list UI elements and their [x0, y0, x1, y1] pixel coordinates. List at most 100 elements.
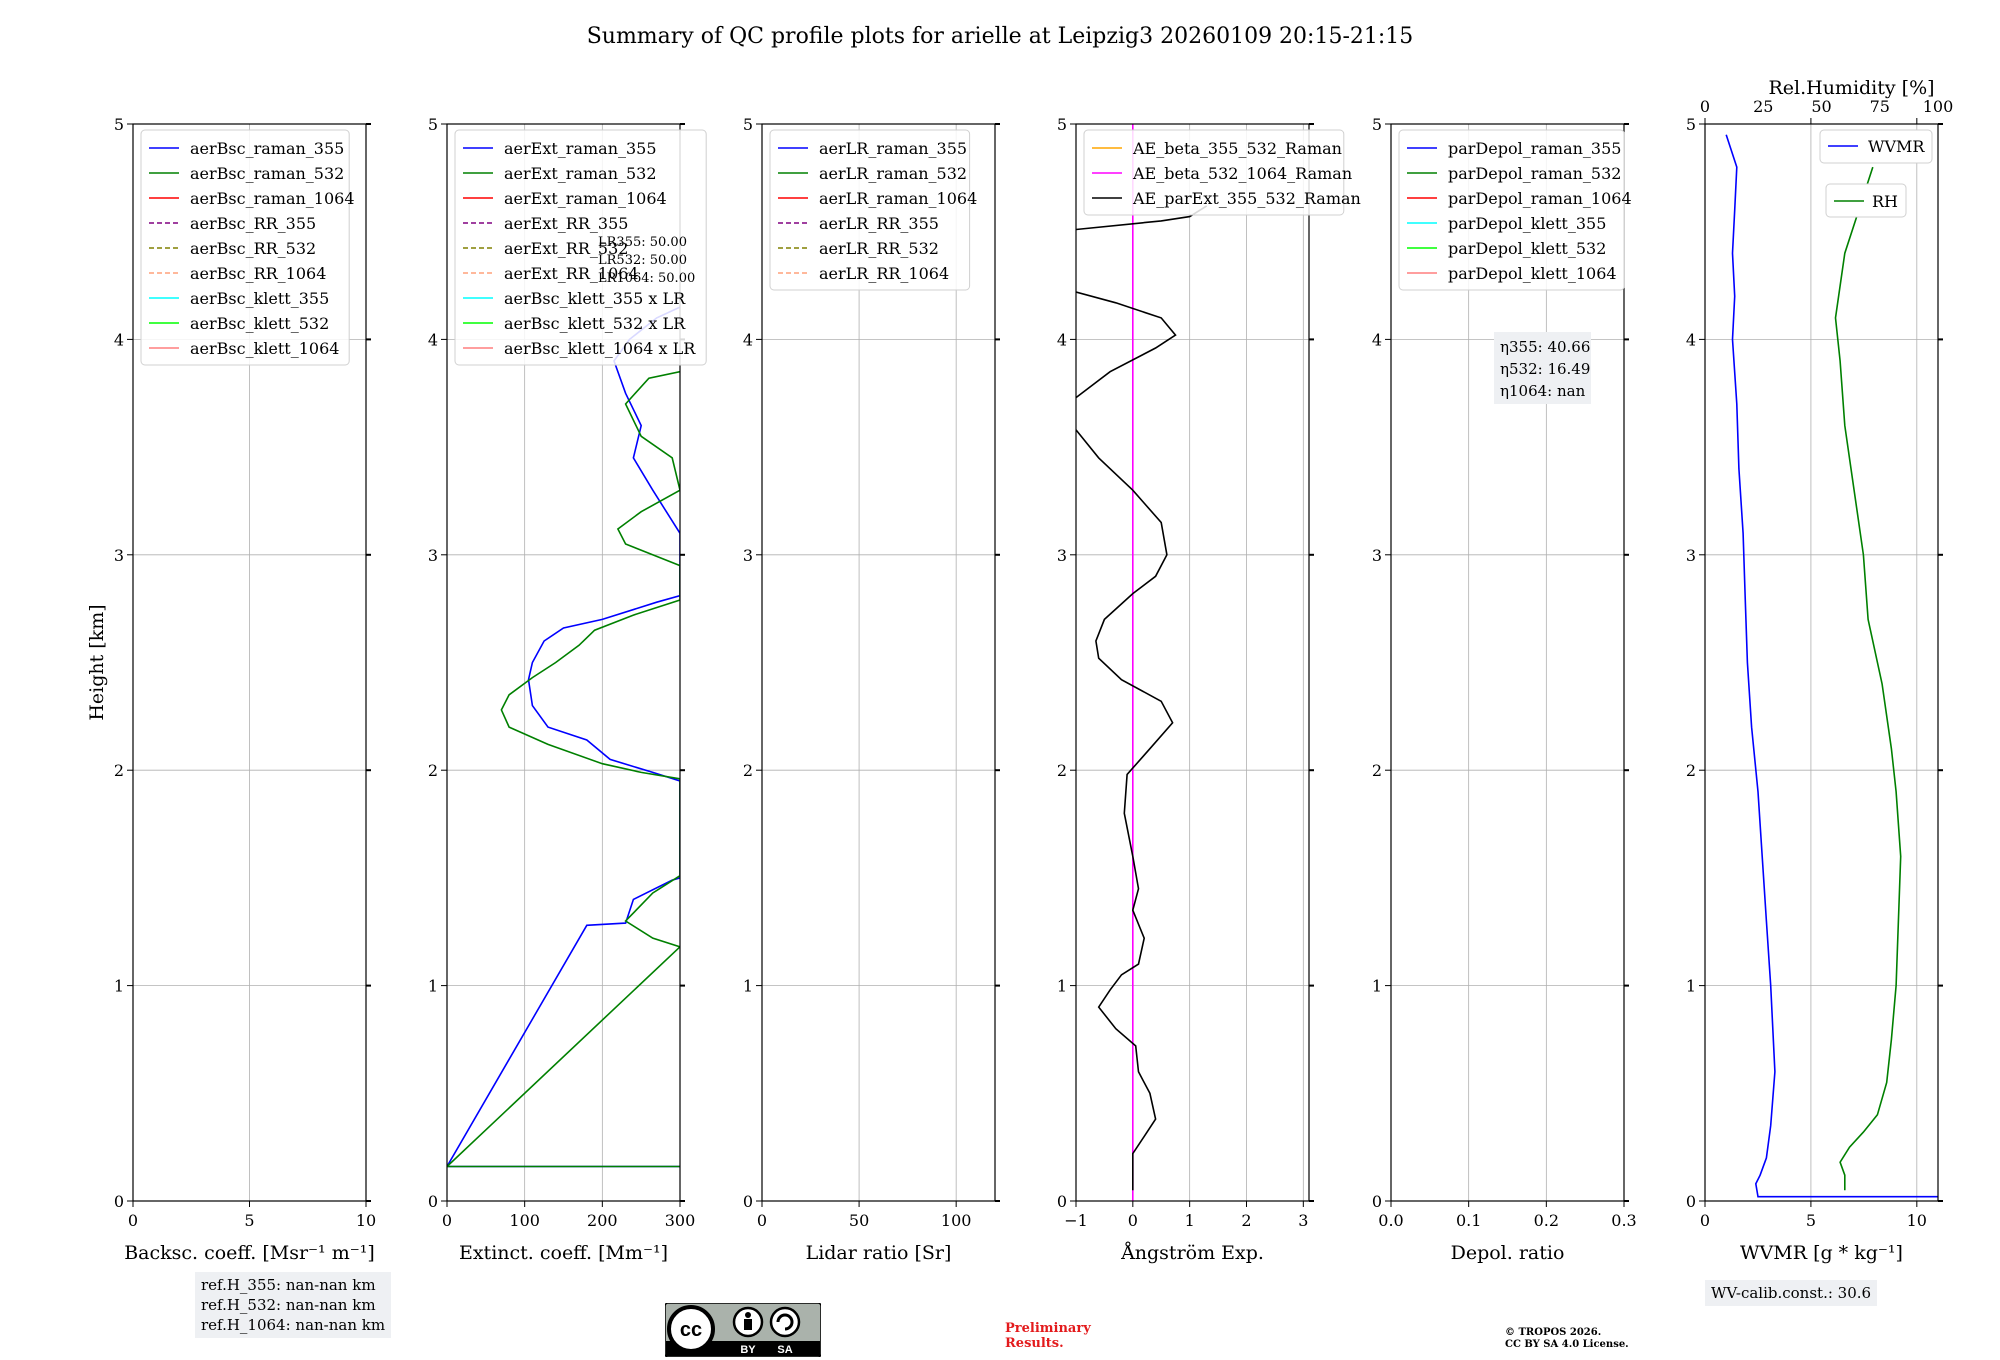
copyright-line-2: CC BY SA 4.0 License. — [1505, 1339, 1629, 1350]
axes-frame — [132, 123, 367, 1202]
y-tick-label: 2 — [428, 761, 438, 780]
panel-extinction: 0 100 200 300 0 1 2 3 4 5 Extinct. coeff. [Mm⁻¹] ae… — [428, 115, 707, 1264]
y-tick-label: 2 — [743, 761, 753, 780]
series-aerext-raman-532 — [447, 370, 680, 1168]
cc-icon — [667, 1305, 715, 1353]
y-tick-label: 5 — [743, 115, 753, 134]
axes-frame — [446, 123, 681, 1202]
preliminary-line-2: Results. — [1005, 1336, 1064, 1351]
ref-height-532: ref.H_532: nan-nan km — [201, 1296, 376, 1314]
x-tick-label: 0.2 — [1534, 1211, 1559, 1230]
top-tick-label: 50 — [1811, 97, 1831, 116]
legend-label: RH — [1872, 192, 1898, 211]
preliminary-results-note: Preliminary Results. — [1005, 1321, 1091, 1351]
x-tick-label: 100 — [941, 1211, 972, 1230]
top-tick-label: 25 — [1753, 97, 1773, 116]
x-axis-label: Depol. ratio — [1451, 1242, 1565, 1264]
cc-icon-text: cc — [680, 1319, 702, 1341]
legend-label: aerLR_raman_355 — [819, 139, 967, 158]
legend-label: aerBsc_RR_532 — [190, 239, 316, 258]
wv-calibration-box: WV-calib.const.: 30.6 — [1705, 1280, 1878, 1306]
top-tick-label: 75 — [1870, 97, 1890, 116]
y-tick-label: 3 — [1057, 546, 1067, 565]
x-axis-label: Ångström Exp. — [1120, 1242, 1264, 1264]
y-tick-label: 4 — [428, 330, 438, 349]
y-tick-label: 0 — [1686, 1192, 1696, 1211]
copyright-note: © TROPOS 2026. CC BY SA 4.0 License. — [1505, 1327, 1629, 1351]
legend-frame — [454, 129, 707, 366]
by-label: BY — [740, 1344, 756, 1356]
legend: aerExt_raman_355 aerExt_raman_532 aerExt_r… — [454, 129, 707, 366]
eta-box — [1494, 332, 1591, 404]
y-tick-label: 2 — [1372, 761, 1382, 780]
y-axis-label: Height [km] — [86, 604, 108, 720]
eta-annotation: η532: 16.49 — [1500, 360, 1590, 378]
x-axis-label: Extinct. coeff. [Mm⁻¹] — [459, 1242, 668, 1264]
copyright-line-1: © TROPOS 2026. — [1505, 1327, 1602, 1338]
x-tick-label: 5 — [244, 1211, 254, 1230]
y-tick-label: 3 — [1686, 546, 1696, 565]
legend: AE_beta_355_532_Raman AE_beta_532_1064_Ra… — [1083, 129, 1361, 216]
x-tick-label: 0.0 — [1378, 1211, 1403, 1230]
legend-label: aerExt_raman_1064 — [504, 189, 667, 208]
y-tick-label: 3 — [428, 546, 438, 565]
y-tick-label: 0 — [1372, 1192, 1382, 1211]
y-tick-label: 5 — [428, 115, 438, 134]
top-tick-label: 0 — [1700, 97, 1710, 116]
y-tick-label: 1 — [1686, 977, 1696, 996]
x-tick-label: 5 — [1806, 1211, 1816, 1230]
x-axis-label: Lidar ratio [Sr] — [806, 1242, 952, 1264]
panel-backscatter: 0 5 10 0 1 2 3 4 5 Backsc. coeff. [Msr⁻¹ m⁻¹] Heig… — [86, 115, 376, 1264]
x-tick-label: 300 — [665, 1211, 696, 1230]
panel-lidar-ratio: 0 50 100 0 1 2 3 4 5 Lidar ratio [Sr] aerLR_raman_… — [743, 115, 1000, 1264]
y-tick-label: 1 — [743, 977, 753, 996]
ref-height-355: ref.H_355: nan-nan km — [201, 1276, 376, 1294]
series-rh — [1834, 166, 1902, 1191]
y-tick-label: 4 — [1372, 330, 1382, 349]
preliminary-line-1: Preliminary — [1005, 1321, 1091, 1336]
top-axis-label: Rel.Humidity [%] — [1768, 77, 1934, 99]
y-tick-label: 4 — [1686, 330, 1696, 349]
x-tick-label: 50 — [849, 1211, 869, 1230]
legend: WVMR RH — [1819, 129, 1933, 218]
y-tick-label: 4 — [114, 330, 124, 349]
y-tick-label: 2 — [1057, 761, 1067, 780]
legend-frame — [140, 129, 350, 366]
legend-label: aerBsc_raman_1064 — [190, 189, 355, 208]
sa-share-alike-icon — [769, 1306, 801, 1338]
top-tick-label: 100 — [1923, 97, 1954, 116]
legend-label: aerBsc_klett_355 — [190, 289, 329, 308]
axes-frame — [1704, 123, 1939, 1202]
legend-label: aerBsc_raman_532 — [190, 164, 344, 183]
legend-label: aerBsc_RR_1064 — [190, 264, 326, 283]
x-tick-label: 0 — [442, 1211, 452, 1230]
legend-label: aerLR_RR_355 — [819, 214, 939, 233]
legend-label: aerExt_raman_532 — [504, 164, 657, 183]
legend: parDepol_raman_355 parDepol_raman_532 parD… — [1398, 129, 1632, 291]
eta-annotation: η355: 40.66 — [1500, 338, 1590, 356]
x-tick-label: 2 — [1241, 1211, 1251, 1230]
reference-heights-box: ref.H_355: nan-nan km ref.H_532: nan-nan… — [195, 1272, 392, 1338]
y-tick-label: 1 — [114, 977, 124, 996]
legend-label: aerBsc_klett_532 — [190, 314, 329, 333]
ref-height-1064: ref.H_1064: nan-nan km — [201, 1316, 386, 1334]
y-tick-label: 4 — [743, 330, 753, 349]
y-tick-label: 1 — [1372, 977, 1382, 996]
axes-frame — [1390, 123, 1625, 1202]
x-tick-label: 100 — [509, 1211, 540, 1230]
y-tick-label: 5 — [114, 115, 124, 134]
legend-label: aerLR_RR_532 — [819, 239, 939, 258]
y-tick-label: 3 — [743, 546, 753, 565]
legend-label: aerExt_RR_1064 — [504, 264, 639, 283]
y-tick-label: 1 — [1057, 977, 1067, 996]
x-tick-label: 0 — [757, 1211, 767, 1230]
x-axis-label: Backsc. coeff. [Msr⁻¹ m⁻¹] — [124, 1242, 375, 1264]
legend-label: aerLR_raman_532 — [819, 164, 967, 183]
legend-label: aerBsc_klett_355 x LR — [504, 289, 686, 308]
legend-label: AE_parExt_355_532_Raman — [1132, 189, 1361, 208]
legend-label: aerLR_raman_1064 — [819, 189, 977, 208]
legend-label: parDepol_klett_532 — [1448, 239, 1606, 258]
legend-frame — [1083, 129, 1345, 216]
